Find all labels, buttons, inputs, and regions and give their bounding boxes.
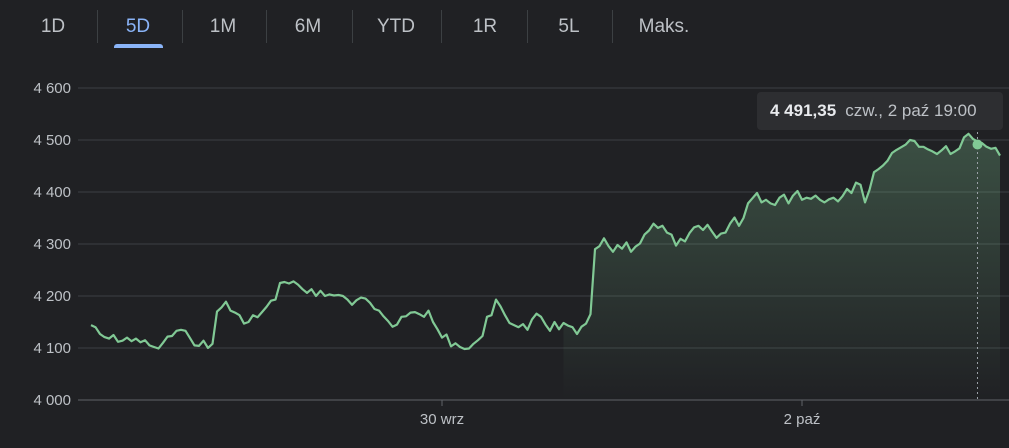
tab-divider (182, 10, 183, 43)
tab-divider (97, 10, 98, 43)
y-tick-label: 4 600 (33, 80, 71, 97)
y-tick-label: 4 200 (33, 288, 71, 305)
series-line (90, 132, 1001, 351)
y-tick-label: 4 300 (33, 236, 71, 253)
y-tick-label: 4 000 (33, 392, 71, 409)
y-tick-label: 4 100 (33, 340, 71, 357)
y-tick-label: 4 500 (33, 132, 71, 149)
tab-divider (441, 10, 442, 43)
tab-1d[interactable]: 1D (40, 16, 66, 37)
active-tab-indicator (114, 44, 163, 48)
tab-divider (266, 10, 267, 43)
tab-divider (527, 10, 528, 43)
tab-6m[interactable]: 6M (294, 16, 322, 37)
tab-5d[interactable]: 5D (125, 16, 151, 37)
tab-5l[interactable]: 5L (558, 16, 580, 37)
area-fill (563, 133, 1000, 401)
y-tick-label: 4 400 (33, 184, 71, 201)
x-tick-label: 2 paź (784, 411, 821, 428)
tooltip-value: 4 491,35 (770, 101, 837, 120)
highlight-point (972, 139, 983, 150)
price-tooltip: 4 491,35 czw., 2 paź 19:00 (757, 92, 1003, 130)
range-tabs: 1D 5D 1M 6M YTD 1R 5L Maks. (0, 0, 1009, 52)
x-tick-label: 30 wrz (420, 411, 464, 428)
tab-1m[interactable]: 1M (209, 16, 237, 37)
tab-divider (612, 10, 613, 43)
tab-1r[interactable]: 1R (472, 16, 498, 37)
tooltip-timestamp: czw., 2 paź 19:00 (845, 101, 977, 120)
tab-max[interactable]: Maks. (638, 16, 690, 37)
tab-ytd[interactable]: YTD (377, 16, 415, 37)
tab-divider (352, 10, 353, 43)
